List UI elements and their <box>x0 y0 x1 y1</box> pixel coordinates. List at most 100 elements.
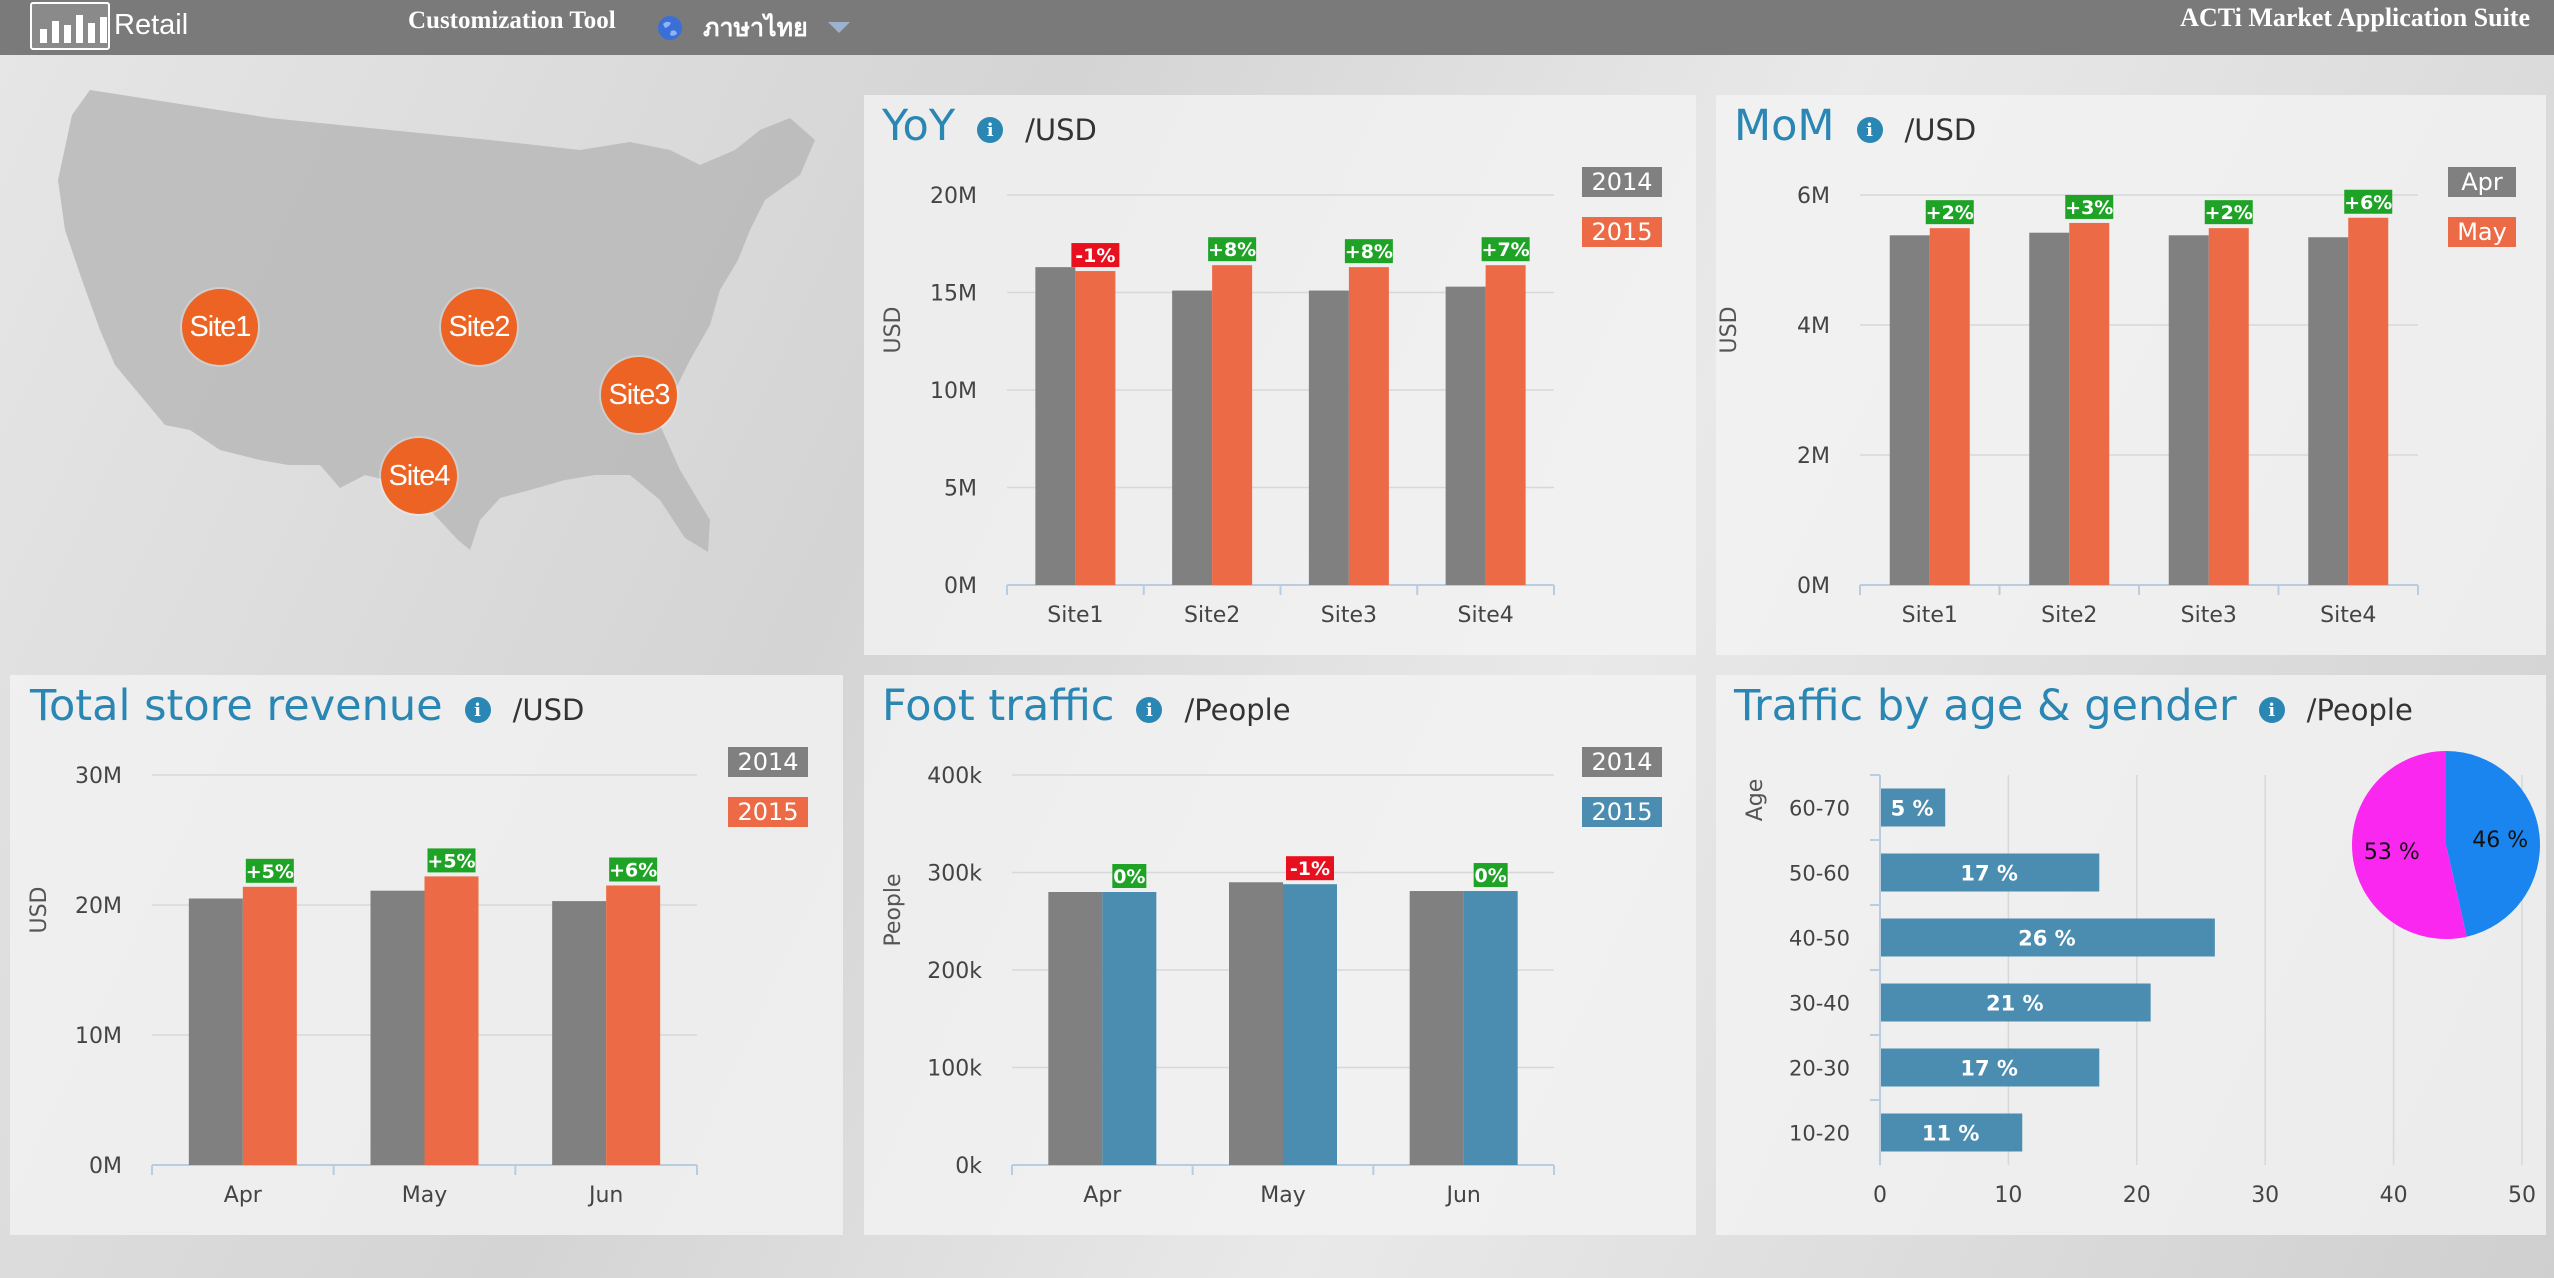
y-tick-label: 4M <box>1797 314 1830 339</box>
bar-2015 <box>1075 271 1116 585</box>
bar-May <box>1929 228 1970 585</box>
info-icon[interactable]: i <box>977 117 1004 143</box>
age-bar <box>1881 1113 2023 1152</box>
info-icon[interactable]: i <box>464 697 491 723</box>
pie-label: 46 % <box>2472 828 2528 853</box>
change-badge-label: 0% <box>1113 866 1145 888</box>
x-tick-label: Site1 <box>1047 603 1103 628</box>
change-badge-label: +5% <box>427 850 475 872</box>
legend-2014[interactable]: 2014 <box>1582 747 1662 777</box>
x-tick-label: Apr <box>1083 1183 1122 1208</box>
legend-apr[interactable]: Apr <box>2448 167 2516 197</box>
age-bar-label: 11 % <box>1922 1122 1980 1146</box>
legend-2015[interactable]: 2015 <box>1582 217 1662 247</box>
bar-2015 <box>1463 891 1518 1165</box>
change-badge <box>1286 856 1334 881</box>
age-bar <box>1881 788 1946 827</box>
yoy-panel: YoY i /USD 2014 2015 0M 5M 10M 15M 20M USD Sit… <box>864 95 1696 655</box>
yoy-chart: 0M 5M 10M 15M 20M USD Site1 -1% Site2 +8% Site3 +8%… <box>881 184 1555 628</box>
x-tick-label: May <box>402 1183 447 1208</box>
change-badge <box>2065 194 2114 219</box>
change-badge-label: -1% <box>1075 245 1115 267</box>
bar-2014 <box>1409 891 1464 1165</box>
change-badge <box>1071 243 1120 268</box>
suite-title: ACTi Market Application Suite <box>2180 3 2530 32</box>
y-tick-label: 0M <box>944 574 977 599</box>
panel-title: MoM <box>1734 101 1835 151</box>
x-tick-label: 10 <box>1994 1183 2022 1208</box>
pie-slice <box>2446 751 2540 937</box>
legend-2014[interactable]: 2014 <box>1582 167 1662 197</box>
info-icon[interactable]: i <box>1136 697 1163 723</box>
bar-2015 <box>424 876 479 1165</box>
x-tick-label: Site1 <box>1902 603 1958 628</box>
x-tick-label: Site4 <box>2320 603 2376 628</box>
bar-2014 <box>1229 882 1283 1165</box>
bar-2014 <box>188 898 243 1165</box>
legend-may[interactable]: May <box>2448 217 2516 247</box>
y-tick-label: 5M <box>944 477 977 502</box>
bar-2014 <box>1048 892 1103 1165</box>
site-marker-4[interactable]: Site4 <box>381 438 457 514</box>
panel-title: Foot traffic <box>882 681 1115 731</box>
legend-2014[interactable]: 2014 <box>728 747 808 777</box>
panel-unit: /USD <box>1025 113 1097 147</box>
y-tick-label: 20M <box>75 894 122 919</box>
y-tick-label: 30M <box>75 764 122 789</box>
bar-May <box>2208 228 2249 585</box>
change-badge-label: 0% <box>1475 865 1507 887</box>
info-icon[interactable]: i <box>2258 697 2285 723</box>
pie-label: 53 % <box>2364 840 2420 865</box>
site-marker-3[interactable]: Site3 <box>601 357 677 433</box>
site-marker-1[interactable]: Site1 <box>182 289 258 365</box>
y-tick-label: 6M <box>1797 184 1830 209</box>
change-badge-label: +7% <box>1482 239 1530 261</box>
age-bar <box>1881 1048 2100 1087</box>
revenue-chart: 0M 10M 20M 30M USD Apr +5% May +5% Jun +6% <box>27 764 698 1208</box>
change-badge <box>245 858 294 883</box>
change-badge-label: +3% <box>2065 197 2113 219</box>
y-tick-label: 10M <box>75 1024 122 1049</box>
age-bar <box>1881 918 2215 957</box>
bar-2014 <box>370 890 425 1165</box>
change-badge <box>1473 863 1508 888</box>
age-bar <box>1881 853 2100 892</box>
panel-unit: /USD <box>512 693 585 727</box>
change-badge-label: +6% <box>609 860 657 882</box>
bar-2014 <box>1172 290 1213 585</box>
panel-unit: /USD <box>1904 113 1977 147</box>
bar-2014 <box>1035 267 1076 585</box>
bar-May <box>2348 217 2389 585</box>
y-axis-label: USD <box>1717 306 1742 353</box>
language-selector[interactable]: ภาษาไทย <box>655 8 852 48</box>
panel-title: YoY <box>882 101 956 151</box>
legend-2015[interactable]: 2015 <box>728 797 808 827</box>
legend-2015[interactable]: 2015 <box>1582 797 1662 827</box>
age-tick-label: 10-20 <box>1789 1122 1850 1146</box>
x-tick-label: Site3 <box>1321 603 1377 628</box>
info-icon[interactable]: i <box>1856 117 1883 143</box>
x-tick-label: Site3 <box>2181 603 2237 628</box>
y-tick-label: 0k <box>955 1154 982 1179</box>
age-bar-label: 17 % <box>1960 862 2018 886</box>
y-tick-label: 0M <box>89 1154 122 1179</box>
x-tick-label: Apr <box>224 1183 263 1208</box>
site-marker-2[interactable]: Site2 <box>441 289 517 365</box>
bar-2014 <box>1445 286 1486 585</box>
x-tick-label: 40 <box>2380 1183 2408 1208</box>
bar-2015 <box>1212 265 1253 585</box>
acti-logo[interactable] <box>30 2 110 50</box>
x-tick-label: Site2 <box>2041 603 2097 628</box>
bar-Apr <box>2308 237 2349 585</box>
change-badge <box>1344 239 1393 264</box>
change-badge-label: +6% <box>2344 192 2392 214</box>
x-tick-label: Jun <box>1444 1183 1480 1208</box>
customization-tool-link[interactable]: Customization Tool <box>408 7 616 34</box>
bar-2015 <box>1283 884 1337 1165</box>
change-badge <box>1925 200 1974 225</box>
change-badge-label: -1% <box>1290 858 1330 880</box>
panel-title: Traffic by age & gender <box>1734 681 2237 731</box>
panel-title: Total store revenue <box>30 681 443 731</box>
y-tick-label: 200k <box>927 959 982 984</box>
y-tick-label: 15M <box>930 282 977 307</box>
